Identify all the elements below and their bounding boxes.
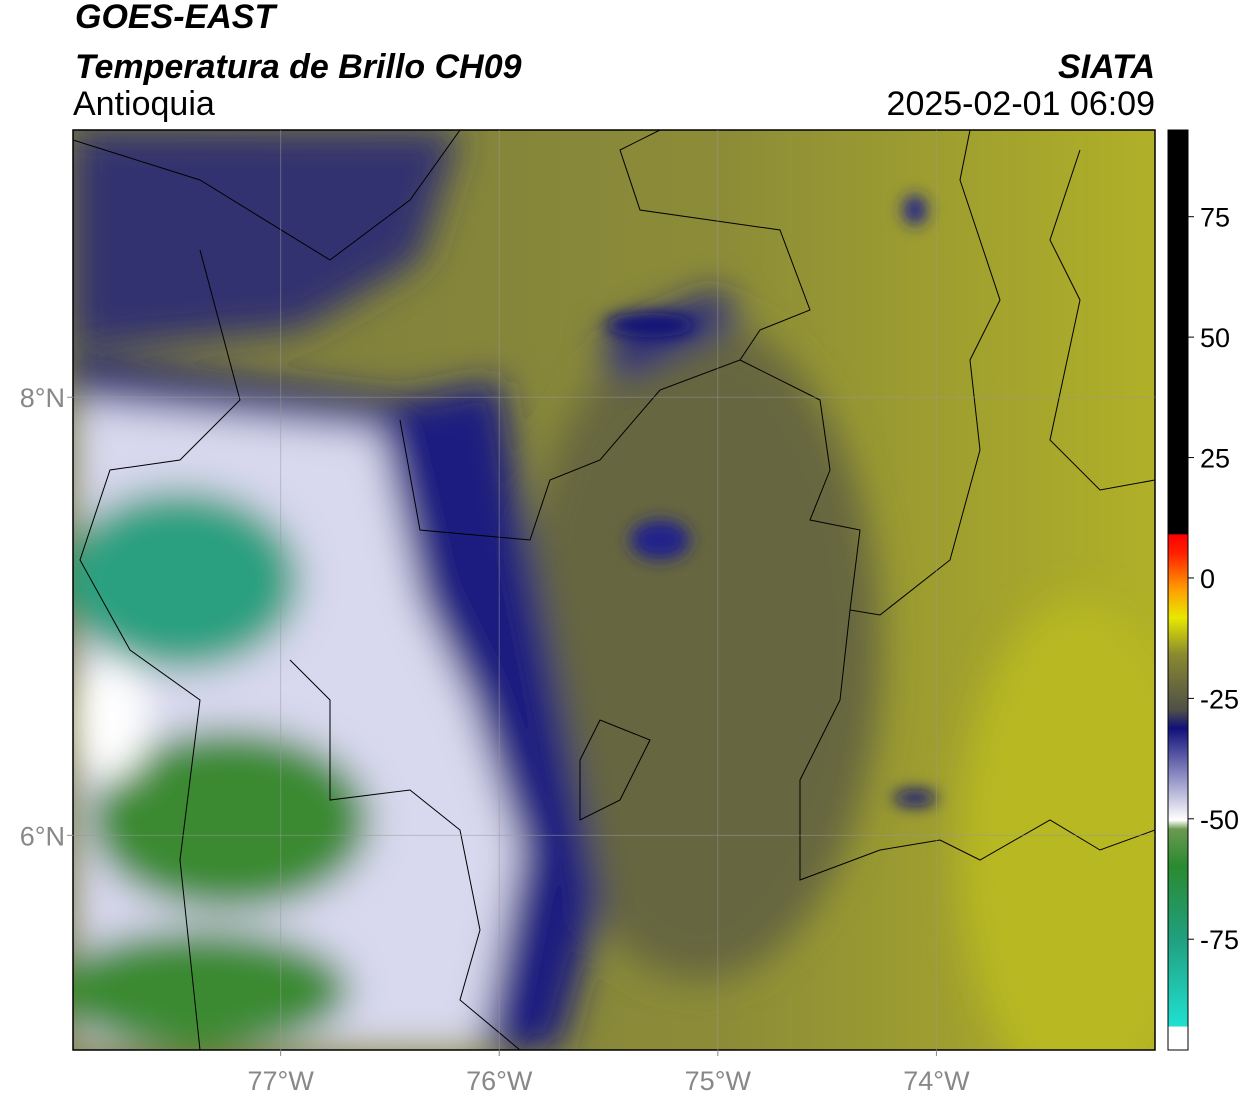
colorbar-tick-label: 75 bbox=[1200, 203, 1230, 233]
colorbar bbox=[1167, 129, 1189, 1051]
region: Antioquia bbox=[73, 85, 215, 123]
colorbar-tick-label: -25 bbox=[1200, 684, 1239, 714]
y-tick-label: 6°N bbox=[20, 821, 65, 851]
title: GOES-EAST bbox=[75, 0, 278, 36]
x-tick-label: 77°W bbox=[247, 1066, 314, 1096]
colorbar-tick-label: 50 bbox=[1200, 323, 1230, 353]
colorbar-tick-label: -75 bbox=[1200, 925, 1239, 955]
colorbar-tick-label: 0 bbox=[1200, 564, 1215, 594]
colorbar-tick-label: 25 bbox=[1200, 444, 1230, 474]
x-tick-label: 75°W bbox=[685, 1066, 752, 1096]
y-tick-label: 8°N bbox=[20, 383, 65, 413]
map-frame bbox=[72, 129, 1156, 1051]
x-tick-label: 74°W bbox=[903, 1066, 970, 1096]
satellite-image bbox=[73, 130, 1155, 1050]
source: SIATA bbox=[1058, 48, 1155, 86]
subtitle: Temperatura de Brillo CH09 bbox=[75, 48, 522, 86]
x-tick-label: 76°W bbox=[466, 1066, 533, 1096]
colorbar-tick-label: -50 bbox=[1200, 805, 1239, 835]
datetime: 2025-02-01 06:09 bbox=[887, 85, 1155, 123]
